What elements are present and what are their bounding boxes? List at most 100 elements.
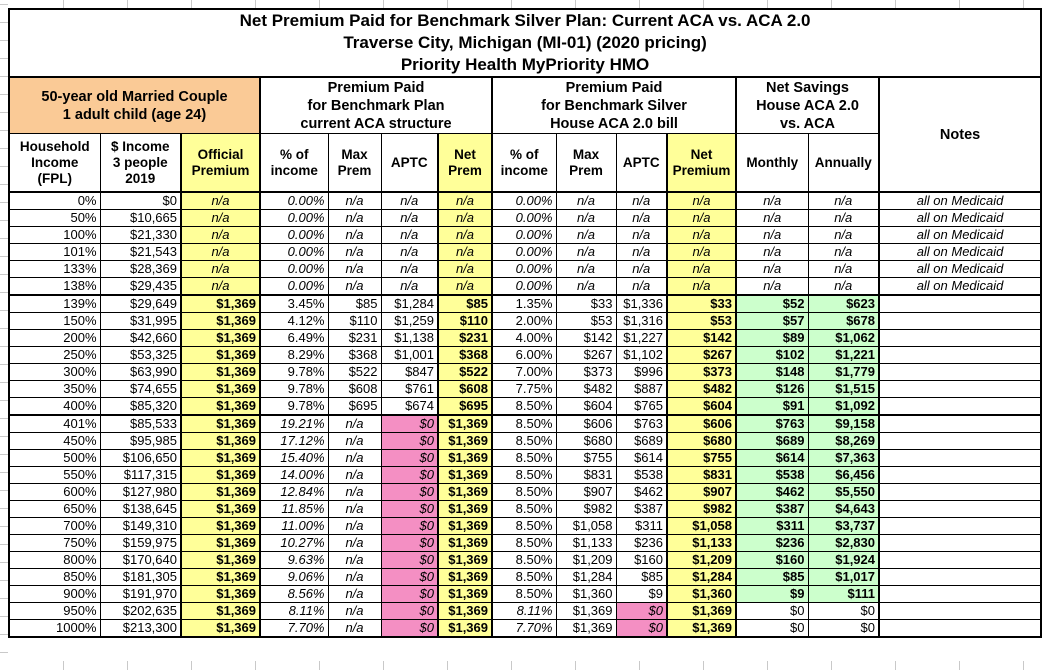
cell-650%-income[interactable]: $138,645	[99, 500, 182, 518]
cell-900%-h_aptc[interactable]: $9	[615, 585, 668, 603]
cell-250%-aca_net[interactable]: $368	[437, 346, 493, 364]
cell-350%-aca_max[interactable]: $608	[327, 380, 382, 398]
cell-750%-monthly[interactable]: $236	[735, 534, 809, 552]
cell-700%-aca_pct[interactable]: 11.00%	[259, 517, 329, 535]
cell-1000%-official[interactable]: $1,369	[180, 619, 261, 638]
cell-50%-fpl[interactable]: 50%	[8, 209, 101, 227]
cell-450%-fpl[interactable]: 450%	[8, 432, 101, 450]
cell-50%-official[interactable]: n/a	[180, 209, 261, 227]
cell-139%-aca_pct[interactable]: 3.45%	[259, 294, 329, 313]
cell-500%-aca_net[interactable]: $1,369	[437, 449, 493, 467]
cell-300%-aca_net[interactable]: $522	[437, 363, 493, 381]
cell-50%-annually[interactable]: n/a	[807, 209, 880, 227]
cell-250%-aca_max[interactable]: $368	[327, 346, 382, 364]
cell-139%-h_max[interactable]: $33	[555, 294, 617, 313]
cell-139%-monthly[interactable]: $52	[735, 294, 809, 313]
cell-401%-fpl[interactable]: 401%	[8, 414, 101, 433]
cell-400%-aca_pct[interactable]: 9.78%	[259, 397, 329, 416]
cell-850%-notes[interactable]	[878, 568, 1042, 586]
cell-300%-aca_pct[interactable]: 9.78%	[259, 363, 329, 381]
cell-500%-notes[interactable]	[878, 449, 1042, 467]
cell-500%-h_aptc[interactable]: $614	[615, 449, 668, 467]
cell-101%-fpl[interactable]: 101%	[8, 243, 101, 261]
cell-750%-fpl[interactable]: 750%	[8, 534, 101, 552]
cell-139%-notes[interactable]	[878, 294, 1042, 313]
cell-133%-h_pct[interactable]: 0.00%	[491, 260, 557, 278]
cell-100%-income[interactable]: $21,330	[99, 226, 182, 244]
cell-133%-h_net[interactable]: n/a	[666, 260, 737, 278]
cell-101%-annually[interactable]: n/a	[807, 243, 880, 261]
cell-50%-h_net[interactable]: n/a	[666, 209, 737, 227]
column-header-aca_max[interactable]: Max Prem	[327, 133, 382, 193]
column-header-aca_aptc[interactable]: APTC	[380, 133, 439, 193]
cell-1000%-monthly[interactable]: $0	[735, 619, 809, 638]
cell-200%-h_aptc[interactable]: $1,227	[615, 329, 668, 347]
cell-650%-monthly[interactable]: $387	[735, 500, 809, 518]
column-header-h_max[interactable]: Max Prem	[555, 133, 617, 193]
cell-150%-official[interactable]: $1,369	[180, 312, 261, 330]
cell-500%-h_max[interactable]: $755	[555, 449, 617, 467]
cell-1000%-fpl[interactable]: 1000%	[8, 619, 101, 638]
cell-100%-h_net[interactable]: n/a	[666, 226, 737, 244]
cell-350%-aca_aptc[interactable]: $761	[380, 380, 439, 398]
cell-1000%-aca_pct[interactable]: 7.70%	[259, 619, 329, 638]
cell-150%-h_max[interactable]: $53	[555, 312, 617, 330]
cell-250%-h_net[interactable]: $267	[666, 346, 737, 364]
cell-400%-aca_max[interactable]: $695	[327, 397, 382, 416]
cell-250%-income[interactable]: $53,325	[99, 346, 182, 364]
cell-700%-notes[interactable]	[878, 517, 1042, 535]
cell-700%-aca_max[interactable]: n/a	[327, 517, 382, 535]
cell-950%-aca_max[interactable]: n/a	[327, 602, 382, 620]
cell-250%-h_max[interactable]: $267	[555, 346, 617, 364]
cell-101%-aca_max[interactable]: n/a	[327, 243, 382, 261]
cell-450%-notes[interactable]	[878, 432, 1042, 450]
cell-750%-h_net[interactable]: $1,133	[666, 534, 737, 552]
cell-750%-annually[interactable]: $2,830	[807, 534, 880, 552]
cell-450%-h_max[interactable]: $680	[555, 432, 617, 450]
cell-200%-aca_pct[interactable]: 6.49%	[259, 329, 329, 347]
cell-139%-h_aptc[interactable]: $1,336	[615, 294, 668, 313]
cell-700%-official[interactable]: $1,369	[180, 517, 261, 535]
cell-800%-aca_net[interactable]: $1,369	[437, 551, 493, 569]
cell-0%-annually[interactable]: n/a	[807, 191, 880, 210]
cell-1000%-aca_max[interactable]: n/a	[327, 619, 382, 638]
cell-550%-h_net[interactable]: $831	[666, 466, 737, 484]
cell-1000%-h_net[interactable]: $1,369	[666, 619, 737, 638]
cell-550%-aca_aptc[interactable]: $0	[380, 466, 439, 484]
cell-150%-income[interactable]: $31,995	[99, 312, 182, 330]
cell-450%-h_aptc[interactable]: $689	[615, 432, 668, 450]
cell-750%-aca_aptc[interactable]: $0	[380, 534, 439, 552]
cell-150%-notes[interactable]	[878, 312, 1042, 330]
cell-900%-h_net[interactable]: $1,360	[666, 585, 737, 603]
cell-950%-aca_net[interactable]: $1,369	[437, 602, 493, 620]
cell-600%-aca_max[interactable]: n/a	[327, 483, 382, 501]
cell-50%-aca_aptc[interactable]: n/a	[380, 209, 439, 227]
column-header-h_net[interactable]: Net Premium	[666, 133, 737, 193]
cell-150%-monthly[interactable]: $57	[735, 312, 809, 330]
cell-500%-h_net[interactable]: $755	[666, 449, 737, 467]
cell-101%-h_pct[interactable]: 0.00%	[491, 243, 557, 261]
cell-401%-aca_net[interactable]: $1,369	[437, 414, 493, 433]
cell-138%-official[interactable]: n/a	[180, 277, 261, 296]
cell-350%-fpl[interactable]: 350%	[8, 380, 101, 398]
cell-401%-official[interactable]: $1,369	[180, 414, 261, 433]
cell-350%-official[interactable]: $1,369	[180, 380, 261, 398]
cell-250%-aca_aptc[interactable]: $1,001	[380, 346, 439, 364]
cell-100%-aca_pct[interactable]: 0.00%	[259, 226, 329, 244]
cell-700%-fpl[interactable]: 700%	[8, 517, 101, 535]
cell-50%-aca_net[interactable]: n/a	[437, 209, 493, 227]
cell-900%-aca_max[interactable]: n/a	[327, 585, 382, 603]
cell-300%-notes[interactable]	[878, 363, 1042, 381]
cell-138%-fpl[interactable]: 138%	[8, 277, 101, 296]
cell-400%-annually[interactable]: $1,092	[807, 397, 880, 416]
cell-401%-aca_max[interactable]: n/a	[327, 414, 382, 433]
cell-500%-annually[interactable]: $7,363	[807, 449, 880, 467]
cell-750%-aca_net[interactable]: $1,369	[437, 534, 493, 552]
cell-950%-income[interactable]: $202,635	[99, 602, 182, 620]
cell-400%-official[interactable]: $1,369	[180, 397, 261, 416]
cell-0%-h_max[interactable]: n/a	[555, 191, 617, 210]
cell-450%-aca_pct[interactable]: 17.12%	[259, 432, 329, 450]
cell-700%-aca_net[interactable]: $1,369	[437, 517, 493, 535]
cell-800%-aca_aptc[interactable]: $0	[380, 551, 439, 569]
group-header-household[interactable]: 50-year old Married Couple 1 adult child…	[8, 76, 261, 134]
